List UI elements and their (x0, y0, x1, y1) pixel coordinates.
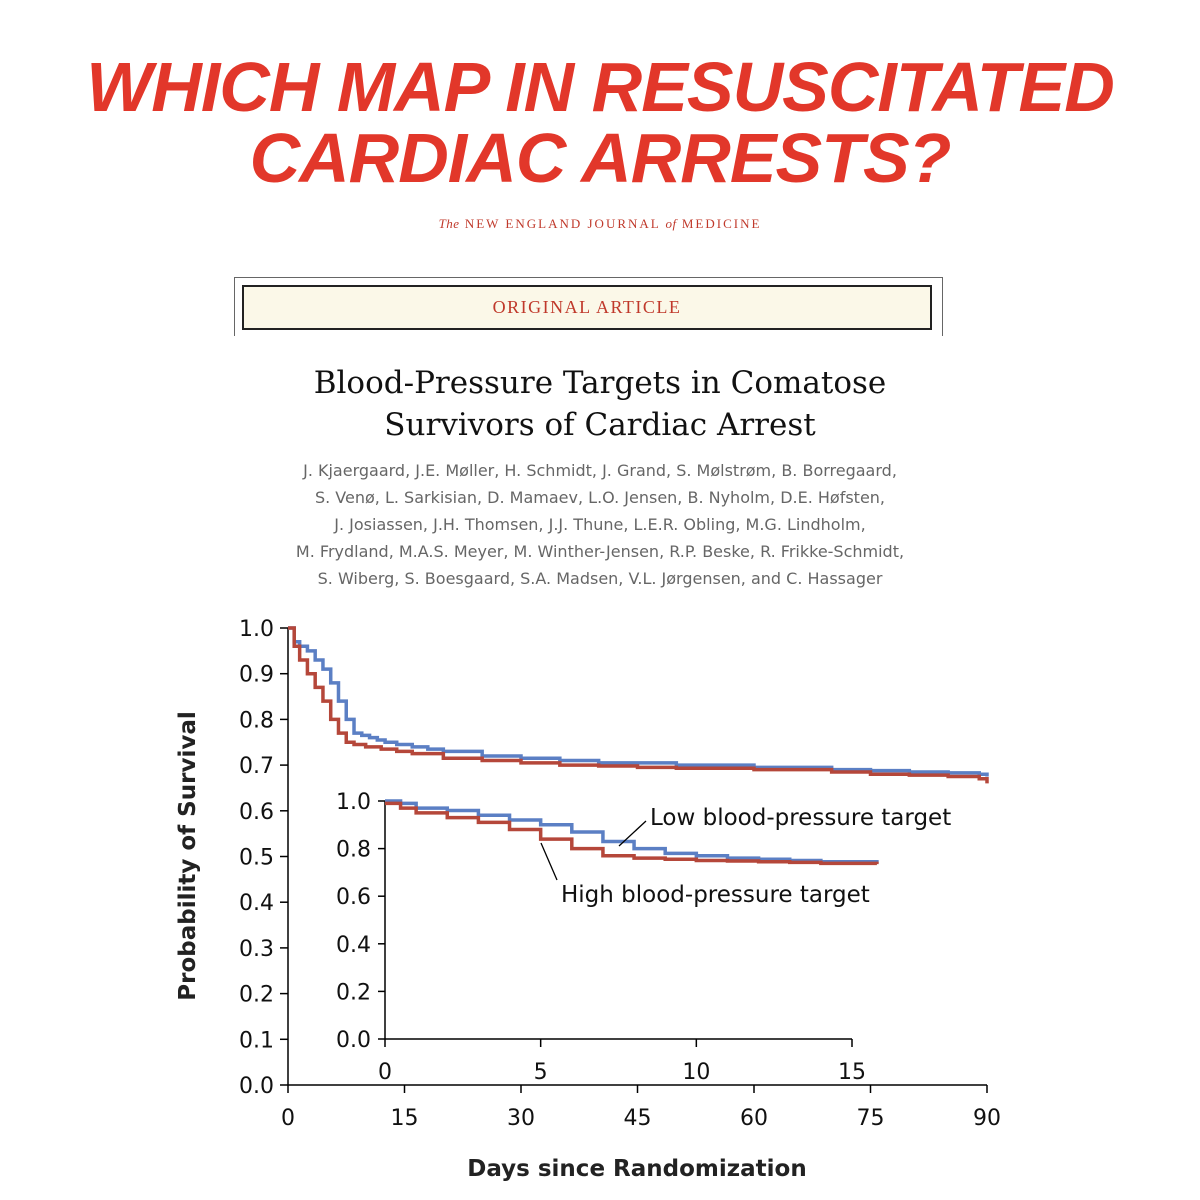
journal-of: of (665, 216, 677, 231)
inset-y-tick-label: 0.8 (336, 838, 371, 863)
journal-name-part-2: MEDICINE (681, 216, 762, 231)
journal-masthead: The NEW ENGLAND JOURNAL of MEDICINE (0, 216, 1200, 232)
inset-y-tick-label: 0.4 (336, 933, 371, 958)
main-x-tick-label: 0 (281, 1106, 295, 1131)
main-x-tick-label: 60 (740, 1106, 768, 1131)
inset-y-tick-label: 1.0 (336, 790, 371, 815)
main-y-tick-label: 0.0 (239, 1074, 274, 1099)
article-type-label: ORIGINAL ARTICLE (492, 297, 682, 317)
main-x-tick-label: 30 (507, 1106, 535, 1131)
article-type-banner: ORIGINAL ARTICLE (242, 285, 932, 330)
article-frame (234, 277, 943, 336)
low-target-leader-line (618, 820, 647, 847)
main-series-line-high-target (288, 626, 989, 784)
main-series-line-low-target (288, 626, 989, 777)
main-y-tick-label: 0.3 (239, 937, 274, 962)
authors-line-3: J. Josiassen, J.H. Thomsen, J.J. Thune, … (334, 515, 866, 534)
main-x-axis-title: Days since Randomization (467, 1156, 806, 1182)
main-y-tick-label: 0.2 (239, 983, 274, 1008)
main-y-tick-label: 0.8 (239, 708, 274, 733)
high-target-leader-line (540, 842, 558, 881)
inset-x-tick-label: 15 (838, 1060, 866, 1085)
main-x-tick-label: 75 (857, 1106, 885, 1131)
authors-line-4: M. Frydland, M.A.S. Meyer, M. Winther-Je… (295, 542, 905, 561)
inset-x-tick-label: 5 (534, 1060, 548, 1085)
main-y-tick-label: 0.5 (239, 846, 274, 871)
main-y-tick-label: 0.7 (239, 754, 274, 779)
inset-y-tick-label: 0.2 (336, 980, 371, 1005)
headline-line-2: CARDIAC ARRESTS? (249, 119, 952, 197)
inset-y-tick-label: 0.6 (336, 885, 371, 910)
inset-y-tick-label: 0.0 (336, 1028, 371, 1053)
authors-line-2: S. Venø, L. Sarkisian, D. Mamaev, L.O. J… (314, 488, 886, 507)
high-target-label: High blood-pressure target (561, 882, 870, 908)
main-x-tick-label: 90 (973, 1106, 1001, 1131)
main-y-tick-label: 0.9 (239, 663, 274, 688)
main-x-tick-label: 45 (624, 1106, 652, 1131)
main-y-tick-label: 0.6 (239, 800, 274, 825)
headline-line-1: WHICH MAP IN RESUSCITATED (86, 48, 1115, 126)
main-y-axis-title: Probability of Survival (175, 711, 201, 1000)
article-title-line-1: Blood-Pressure Targets in Comatose (313, 365, 887, 401)
inset-series-line-high-target (385, 801, 879, 866)
journal-name-part-1: NEW ENGLAND JOURNAL (464, 216, 661, 231)
main-x-tick-label: 15 (391, 1106, 419, 1131)
authors-line-1: J. Kjaergaard, J.E. Møller, H. Schmidt, … (303, 461, 897, 480)
authors-line-5: S. Wiberg, S. Boesgaard, S.A. Madsen, V.… (317, 569, 883, 588)
low-target-label: Low blood-pressure target (650, 805, 951, 831)
main-y-tick-label: 1.0 (239, 617, 274, 642)
inset-x-tick-label: 10 (682, 1060, 710, 1085)
journal-the: The (438, 216, 460, 231)
main-y-tick-label: 0.1 (239, 1028, 274, 1053)
main-y-tick-label: 0.4 (239, 891, 274, 916)
inset-x-tick-label: 0 (378, 1060, 392, 1085)
inset-series-line-low-target (385, 799, 879, 864)
article-title-line-2: Survivors of Cardiac Arrest (384, 407, 816, 443)
